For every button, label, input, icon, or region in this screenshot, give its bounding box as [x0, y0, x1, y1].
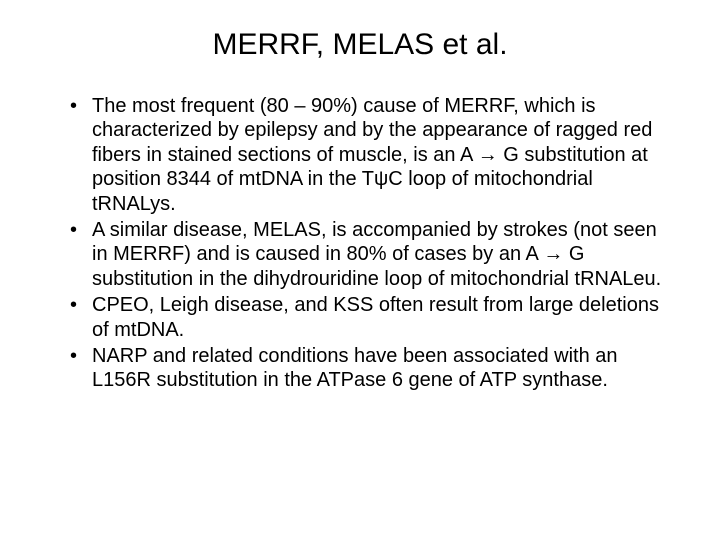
- bullet-item: CPEO, Leigh disease, and KSS often resul…: [70, 293, 672, 342]
- slide-title: MERRF, MELAS et al.: [48, 28, 672, 62]
- bullet-item: The most frequent (80 – 90%) cause of ME…: [70, 94, 672, 216]
- bullet-item: A similar disease, MELAS, is accompanied…: [70, 218, 672, 291]
- bullet-item: NARP and related conditions have been as…: [70, 344, 672, 393]
- bullet-list: The most frequent (80 – 90%) cause of ME…: [48, 94, 672, 393]
- slide-container: MERRF, MELAS et al. The most frequent (8…: [0, 0, 720, 540]
